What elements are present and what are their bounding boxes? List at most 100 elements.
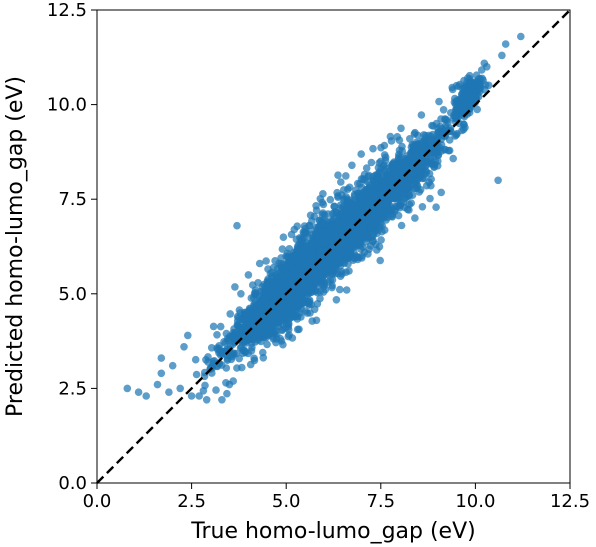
data-point bbox=[247, 347, 256, 355]
data-point bbox=[441, 115, 449, 124]
data-point bbox=[381, 164, 390, 172]
data-point bbox=[222, 329, 231, 338]
x-tick-label: 12.5 bbox=[550, 491, 590, 512]
data-point bbox=[388, 213, 397, 221]
data-point bbox=[319, 259, 328, 268]
data-point bbox=[461, 123, 469, 132]
data-point bbox=[336, 258, 345, 266]
data-point bbox=[233, 221, 241, 230]
data-point bbox=[320, 211, 329, 219]
data-point bbox=[338, 246, 347, 255]
data-point bbox=[336, 272, 345, 281]
data-point bbox=[501, 40, 510, 48]
data-point bbox=[281, 305, 290, 314]
data-point bbox=[377, 157, 385, 166]
data-point bbox=[276, 283, 285, 291]
data-point bbox=[305, 296, 314, 305]
data-point bbox=[342, 286, 351, 294]
data-point bbox=[400, 185, 408, 193]
data-point bbox=[397, 221, 406, 230]
data-point bbox=[337, 178, 345, 186]
data-point bbox=[223, 389, 231, 398]
data-point bbox=[369, 212, 378, 221]
data-point bbox=[123, 384, 132, 393]
data-point bbox=[248, 322, 256, 330]
data-point bbox=[395, 203, 404, 212]
data-point bbox=[244, 271, 253, 279]
data-point bbox=[431, 148, 440, 156]
data-point bbox=[413, 140, 422, 149]
data-point bbox=[293, 294, 301, 303]
data-point bbox=[319, 288, 328, 296]
data-point bbox=[273, 330, 281, 339]
data-point bbox=[324, 277, 333, 286]
data-point bbox=[453, 129, 461, 138]
data-point bbox=[397, 124, 405, 133]
y-axis-label: Predicted homo-lumo_gap (eV) bbox=[3, 76, 28, 417]
data-point bbox=[218, 396, 226, 404]
data-point bbox=[421, 143, 430, 152]
data-point bbox=[332, 296, 341, 304]
data-point bbox=[344, 243, 352, 252]
data-point bbox=[134, 388, 143, 397]
data-point bbox=[411, 214, 419, 222]
x-axis-label: True homo-lumo_gap (eV) bbox=[190, 519, 475, 544]
data-point bbox=[207, 344, 216, 352]
data-point bbox=[369, 144, 377, 153]
data-point bbox=[279, 233, 288, 241]
data-point bbox=[216, 322, 225, 331]
data-point bbox=[472, 78, 480, 87]
data-point bbox=[403, 152, 412, 160]
y-axis: 0.0 2.5 5.0 7.5 10.0 12.5 bbox=[47, 0, 97, 494]
data-point bbox=[471, 89, 480, 97]
data-point bbox=[319, 200, 328, 209]
data-point bbox=[290, 264, 299, 273]
data-point bbox=[345, 183, 354, 192]
data-point bbox=[444, 146, 453, 155]
data-point bbox=[303, 227, 311, 236]
data-point bbox=[422, 168, 431, 177]
data-point bbox=[406, 135, 414, 143]
data-point bbox=[295, 325, 303, 334]
data-point bbox=[336, 285, 344, 294]
data-point bbox=[373, 229, 381, 238]
data-point bbox=[237, 290, 245, 298]
data-point bbox=[397, 161, 405, 169]
data-point bbox=[250, 354, 258, 363]
data-point bbox=[427, 132, 435, 141]
data-point bbox=[309, 233, 317, 242]
data-point bbox=[262, 257, 270, 265]
data-point bbox=[342, 254, 351, 263]
data-points bbox=[123, 32, 525, 404]
data-point bbox=[214, 359, 223, 367]
data-point bbox=[306, 211, 315, 220]
data-point bbox=[410, 166, 418, 175]
data-point bbox=[312, 206, 321, 215]
data-point bbox=[483, 63, 491, 71]
data-point bbox=[213, 331, 221, 339]
data-point bbox=[325, 227, 333, 235]
x-tick-label: 10.0 bbox=[455, 491, 495, 512]
x-tick-label: 0.0 bbox=[83, 491, 112, 512]
data-point bbox=[452, 81, 461, 90]
data-point bbox=[386, 202, 394, 210]
data-point bbox=[426, 155, 435, 163]
data-point bbox=[303, 278, 312, 287]
data-point bbox=[463, 93, 471, 101]
data-point bbox=[310, 286, 319, 295]
data-point bbox=[274, 306, 283, 315]
data-point bbox=[250, 300, 258, 309]
data-point bbox=[326, 195, 335, 204]
data-point bbox=[191, 355, 200, 364]
data-point bbox=[310, 269, 319, 278]
data-point bbox=[157, 354, 166, 362]
data-point bbox=[394, 211, 403, 220]
data-point bbox=[312, 223, 320, 232]
data-point bbox=[285, 331, 293, 339]
data-point bbox=[350, 190, 359, 199]
data-point bbox=[342, 172, 350, 180]
data-point bbox=[255, 259, 264, 268]
data-point bbox=[382, 194, 391, 203]
data-point bbox=[267, 301, 275, 310]
